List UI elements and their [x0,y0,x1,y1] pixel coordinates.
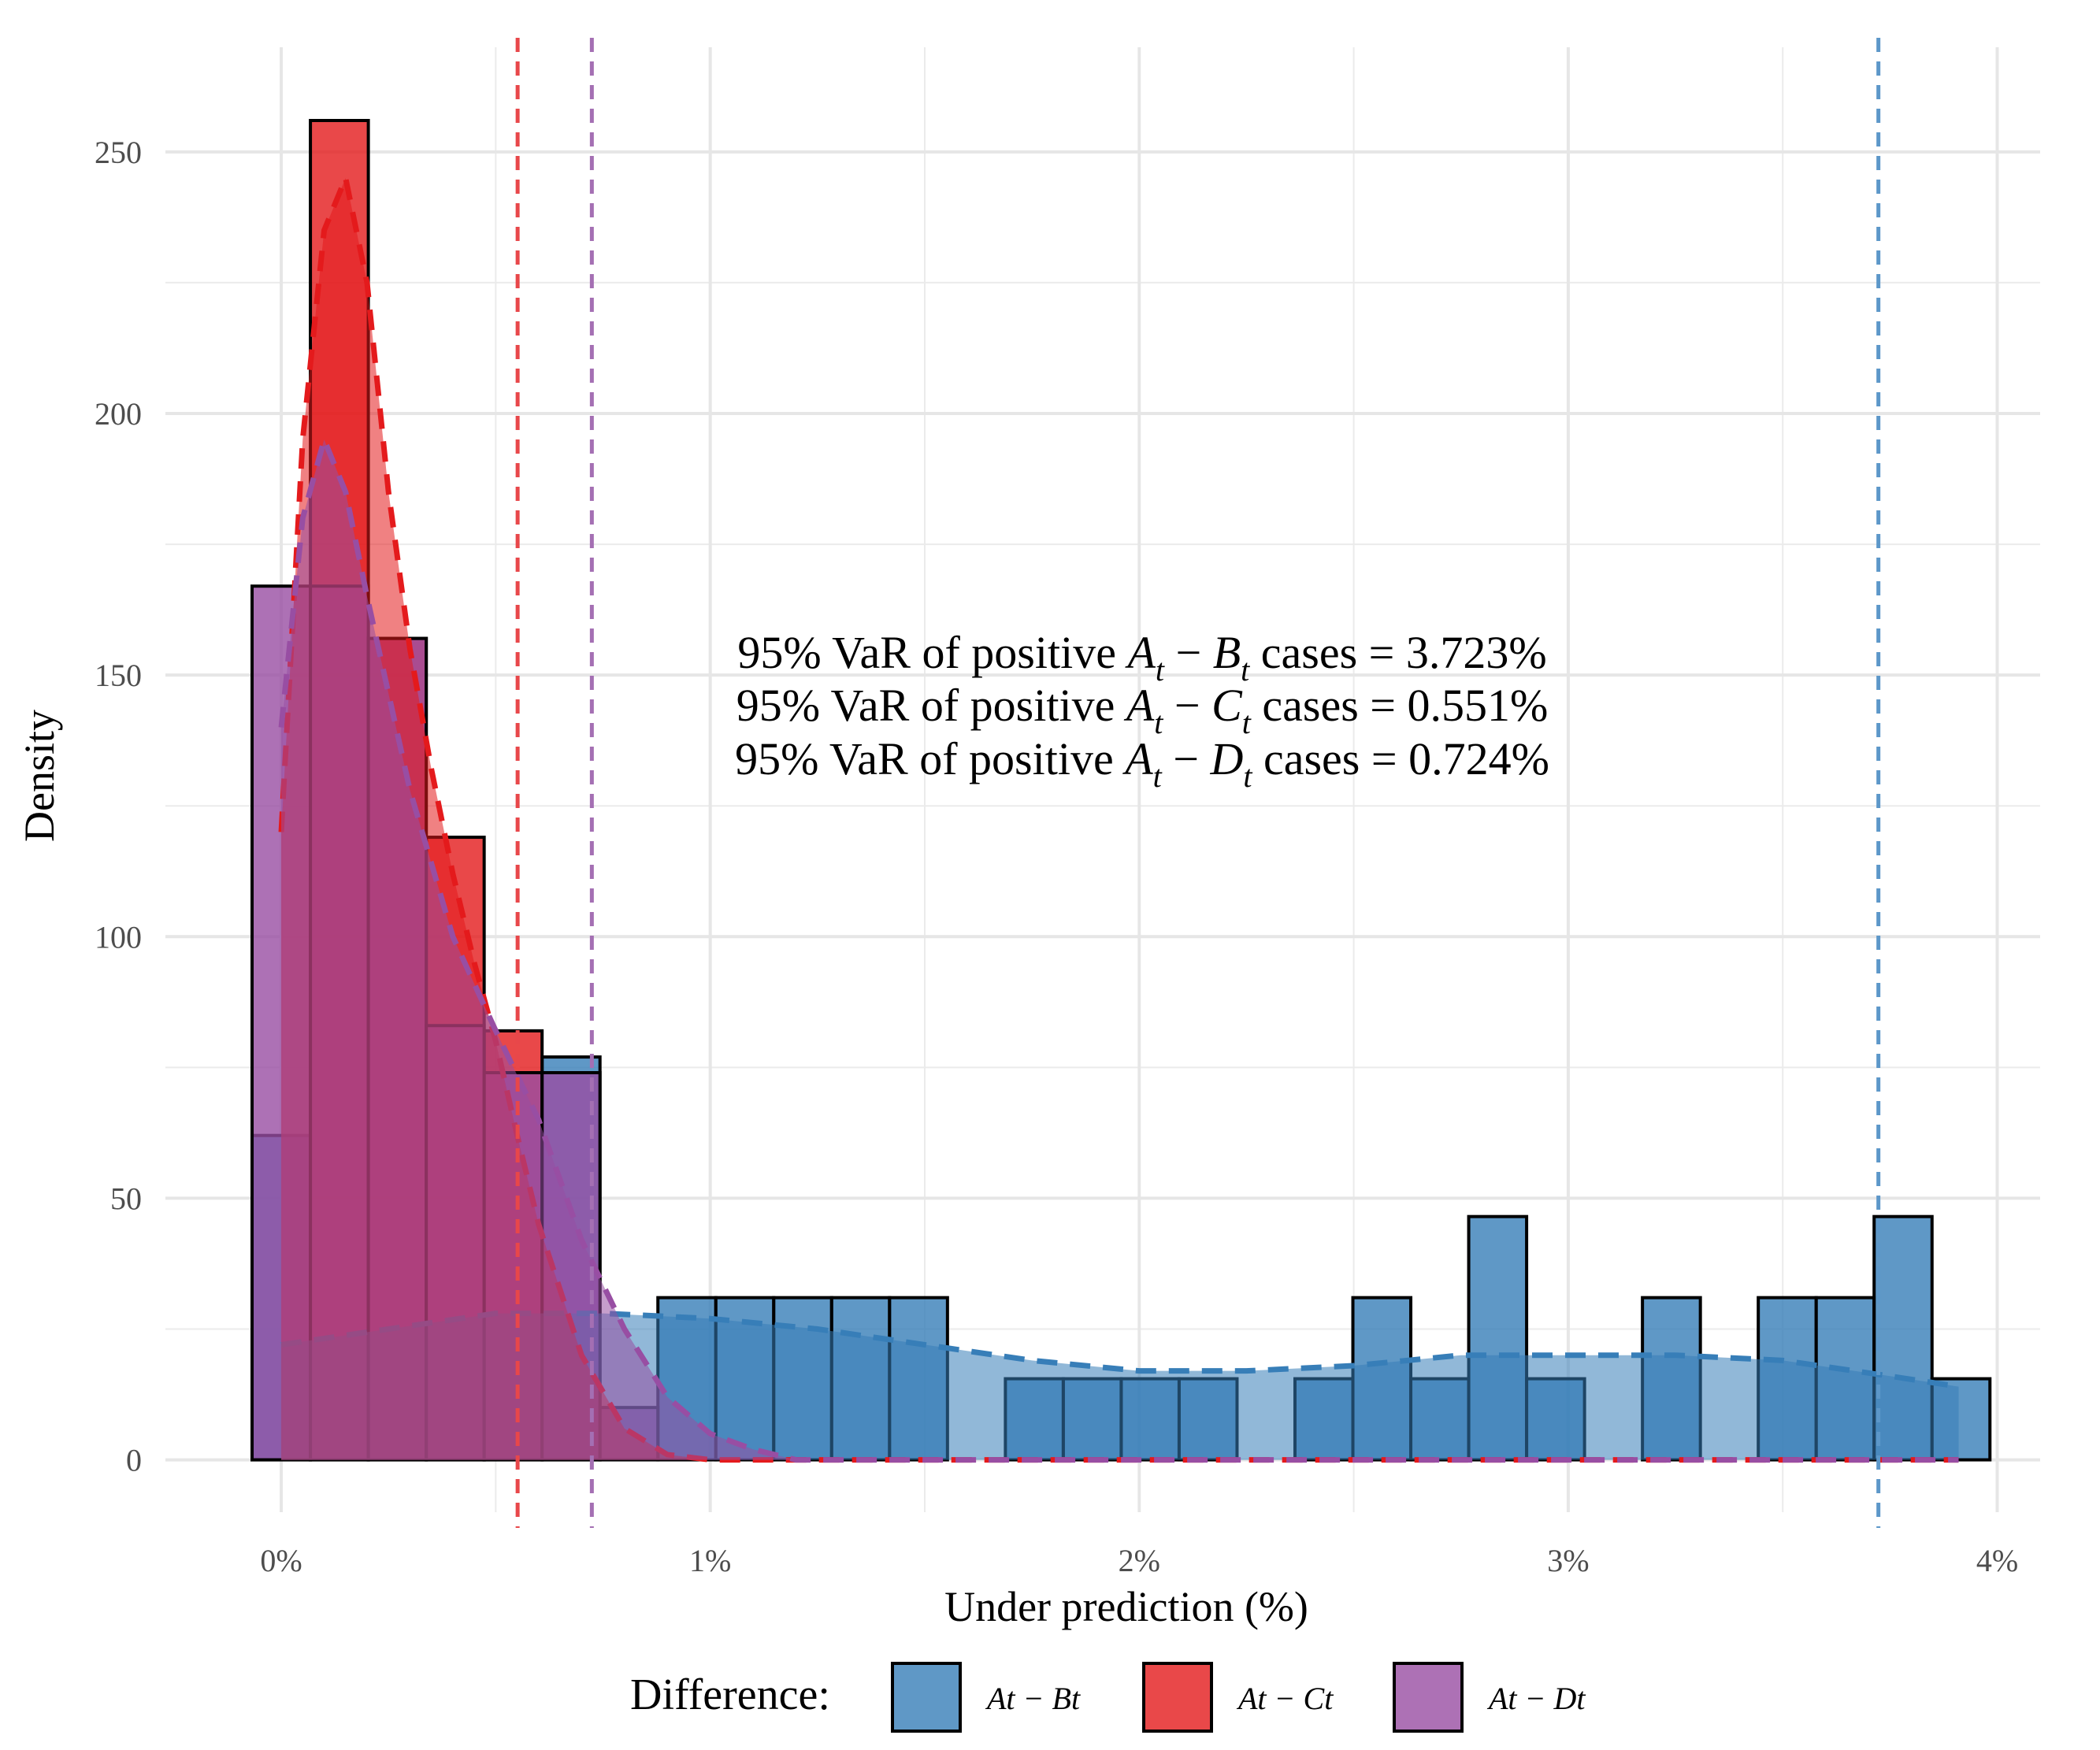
annot-suffix: cases = 3.723% [1249,627,1546,678]
x-tick-label: 3% [1547,1543,1589,1578]
x-tick-label: 2% [1119,1543,1160,1578]
legend-swatch [1393,1662,1464,1733]
density-line-3 [278,431,1959,1463]
annot-suffix: cases = 0.551% [1251,680,1548,731]
density-area-3 [281,439,1959,1460]
y-tick-label: 100 [95,919,142,955]
legend: Difference: At − Bt At − Ct At − Dt [630,1662,1586,1733]
x-axis-title: Under prediction (%) [944,1583,1308,1630]
x-axis-ticks: 0% 1% 2% 3% 4% [260,1543,2018,1578]
annot-sub: t [1242,705,1252,740]
var-annotation: 95% VaR of positive At − Bt cases = 3.72… [737,627,1546,688]
y-tick-label: 50 [110,1181,142,1216]
x-tick-label: 1% [689,1543,731,1578]
legend-swatch [891,1662,962,1733]
annot-b: C [1211,680,1243,731]
annot-a: A [1123,680,1155,731]
annot-sub: t [1154,705,1163,740]
y-tick-label: 250 [95,135,142,170]
annot-op: − [1162,733,1211,784]
var-annotation: 95% VaR of positive At − Ct cases = 0.55… [736,680,1549,740]
annot-sub: t [1241,652,1250,688]
var-lines [515,38,1881,1528]
annot-b: D [1209,733,1243,784]
annot-sub: t [1153,758,1163,794]
annot-sub: t [1156,652,1165,688]
var-annotations: 95% VaR of positive At − Bt cases = 3.72… [735,627,1549,794]
y-tick-label: 150 [95,658,142,693]
annot-a: A [1124,627,1156,678]
density-line-1 [280,1311,1960,1390]
annot-a: A [1122,733,1153,784]
legend-label: At − Bt [985,1681,1081,1716]
annot-suffix: cases = 0.724% [1252,733,1549,784]
annot-b: B [1213,627,1241,678]
annot-op: − [1164,627,1213,678]
annot-prefix: 95% VaR of positive [737,627,1127,678]
annot-prefix: 95% VaR of positive [735,733,1125,784]
y-tick-label: 0 [126,1443,142,1478]
annot-sub: t [1243,758,1252,794]
y-axis-ticks: 0 50 100 150 200 250 [95,135,142,1478]
var-annotation: 95% VaR of positive At − Dt cases = 0.72… [735,733,1549,794]
legend-label: At − Dt [1486,1681,1586,1716]
legend-label: At − Ct [1236,1681,1334,1716]
y-axis-title: Density [16,710,63,842]
density-curves [278,169,1960,1463]
y-tick-label: 200 [95,396,142,432]
x-tick-label: 4% [1976,1543,2018,1578]
x-tick-label: 0% [260,1543,302,1578]
annot-prefix: 95% VaR of positive [736,680,1126,731]
legend-title: Difference: [630,1670,830,1719]
legend-swatch [1142,1662,1213,1733]
annot-op: − [1163,680,1211,731]
